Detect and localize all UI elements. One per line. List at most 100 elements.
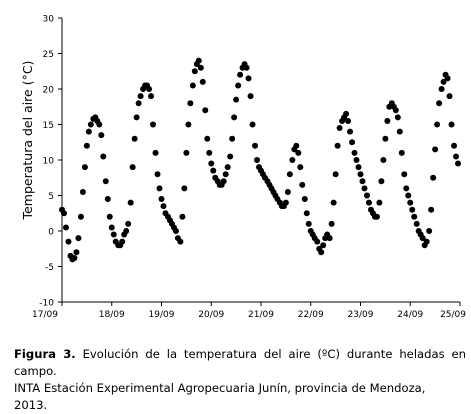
data-point [423,238,430,245]
data-point [453,153,460,160]
y-tick-label: -10 [39,299,54,309]
data-point [398,149,405,156]
data-point [336,125,343,132]
data-point [392,107,399,114]
x-tick-label: 25/09 [440,310,466,320]
data-point [378,178,385,185]
data-point [179,213,186,220]
data-point [197,64,204,71]
data-point [297,164,304,171]
data-point [394,114,401,121]
data-point [158,196,165,203]
data-point [282,199,289,206]
data-point [334,142,341,149]
data-point [148,93,155,100]
x-tick-label: 22/09 [298,310,324,320]
data-point [73,249,80,256]
x-tick-label: 21/09 [248,310,274,320]
data-point [430,174,437,181]
data-point [220,178,227,185]
data-point [419,235,426,242]
data-point [380,157,387,163]
caption-line-3: 2013. [14,398,48,412]
temperature-scatter-chart: -10 -5 0 5 10 15 20 25 30 17/09 18/09 19/09 20/09 21… [20,15,466,321]
data-point [71,254,78,261]
data-point [407,199,414,206]
caption-line-2: INTA Estación Experimental Agropecuaria … [14,381,426,395]
x-tick-label: 17/09 [32,310,58,320]
data-point [284,188,291,195]
data-point [235,82,242,89]
data-point [353,157,360,163]
data-point [135,100,142,107]
data-point [355,164,362,171]
data-point [446,93,453,100]
data-point [146,86,153,92]
data-point [247,93,254,100]
axes [61,18,460,303]
data-point [125,220,132,227]
y-tick-label: -5 [45,263,54,273]
data-point [303,210,310,217]
data-point [444,75,451,82]
data-point [106,213,113,220]
data-point [451,142,458,149]
data-point [85,128,92,135]
data-point [96,121,103,128]
data-point [345,117,352,124]
data-point [293,142,300,149]
data-point [254,157,261,163]
y-tick-label: 15 [43,121,54,131]
x-tick-label: 20/09 [198,310,224,320]
data-point [403,185,410,192]
data-point [222,171,229,178]
y-tick-label: 0 [48,228,54,238]
data-point [428,206,435,213]
data-point [137,93,144,100]
data-point [75,235,82,242]
data-point [318,249,325,256]
data-point [359,178,366,185]
data-point [396,128,403,135]
data-point [252,142,259,149]
caption-line-1: Evolución de la temperatura del aire (ºC… [14,347,467,378]
data-point [440,78,447,85]
data-point [361,185,368,192]
data-point [185,121,192,128]
data-point [365,199,372,206]
data-point [210,167,217,174]
data-point [411,213,418,220]
data-point [160,203,167,210]
data-point [347,128,354,135]
data-point [65,238,72,245]
data-point [432,146,439,153]
data-point [326,235,333,242]
data-point [199,78,206,85]
data-point [202,107,209,114]
data-point [363,192,370,199]
data-point [299,181,306,188]
data-point [183,149,190,156]
x-tick-label: 18/09 [99,310,125,320]
data-point [195,57,202,64]
data-point [438,86,445,92]
data-point [384,117,391,124]
data-point [204,135,211,142]
data-point [328,220,335,227]
data-point [156,185,163,192]
data-point [227,153,234,160]
y-tick-label: 5 [48,192,54,202]
data-point [409,206,416,213]
data-point [62,224,69,231]
data-point [405,192,412,199]
data-point [343,110,350,117]
data-point [131,135,138,142]
data-point [81,164,88,171]
chart-container: -10 -5 0 5 10 15 20 25 30 17/09 18/09 19/09 20/09 21… [20,15,466,321]
data-point [172,228,179,234]
x-ticks: 17/09 18/09 19/09 20/09 21/09 22/09 23/09 24/09… [32,302,466,320]
data-point [249,121,256,128]
data-point [332,171,339,178]
data-point [133,114,140,121]
y-tick-label: 30 [43,15,55,25]
